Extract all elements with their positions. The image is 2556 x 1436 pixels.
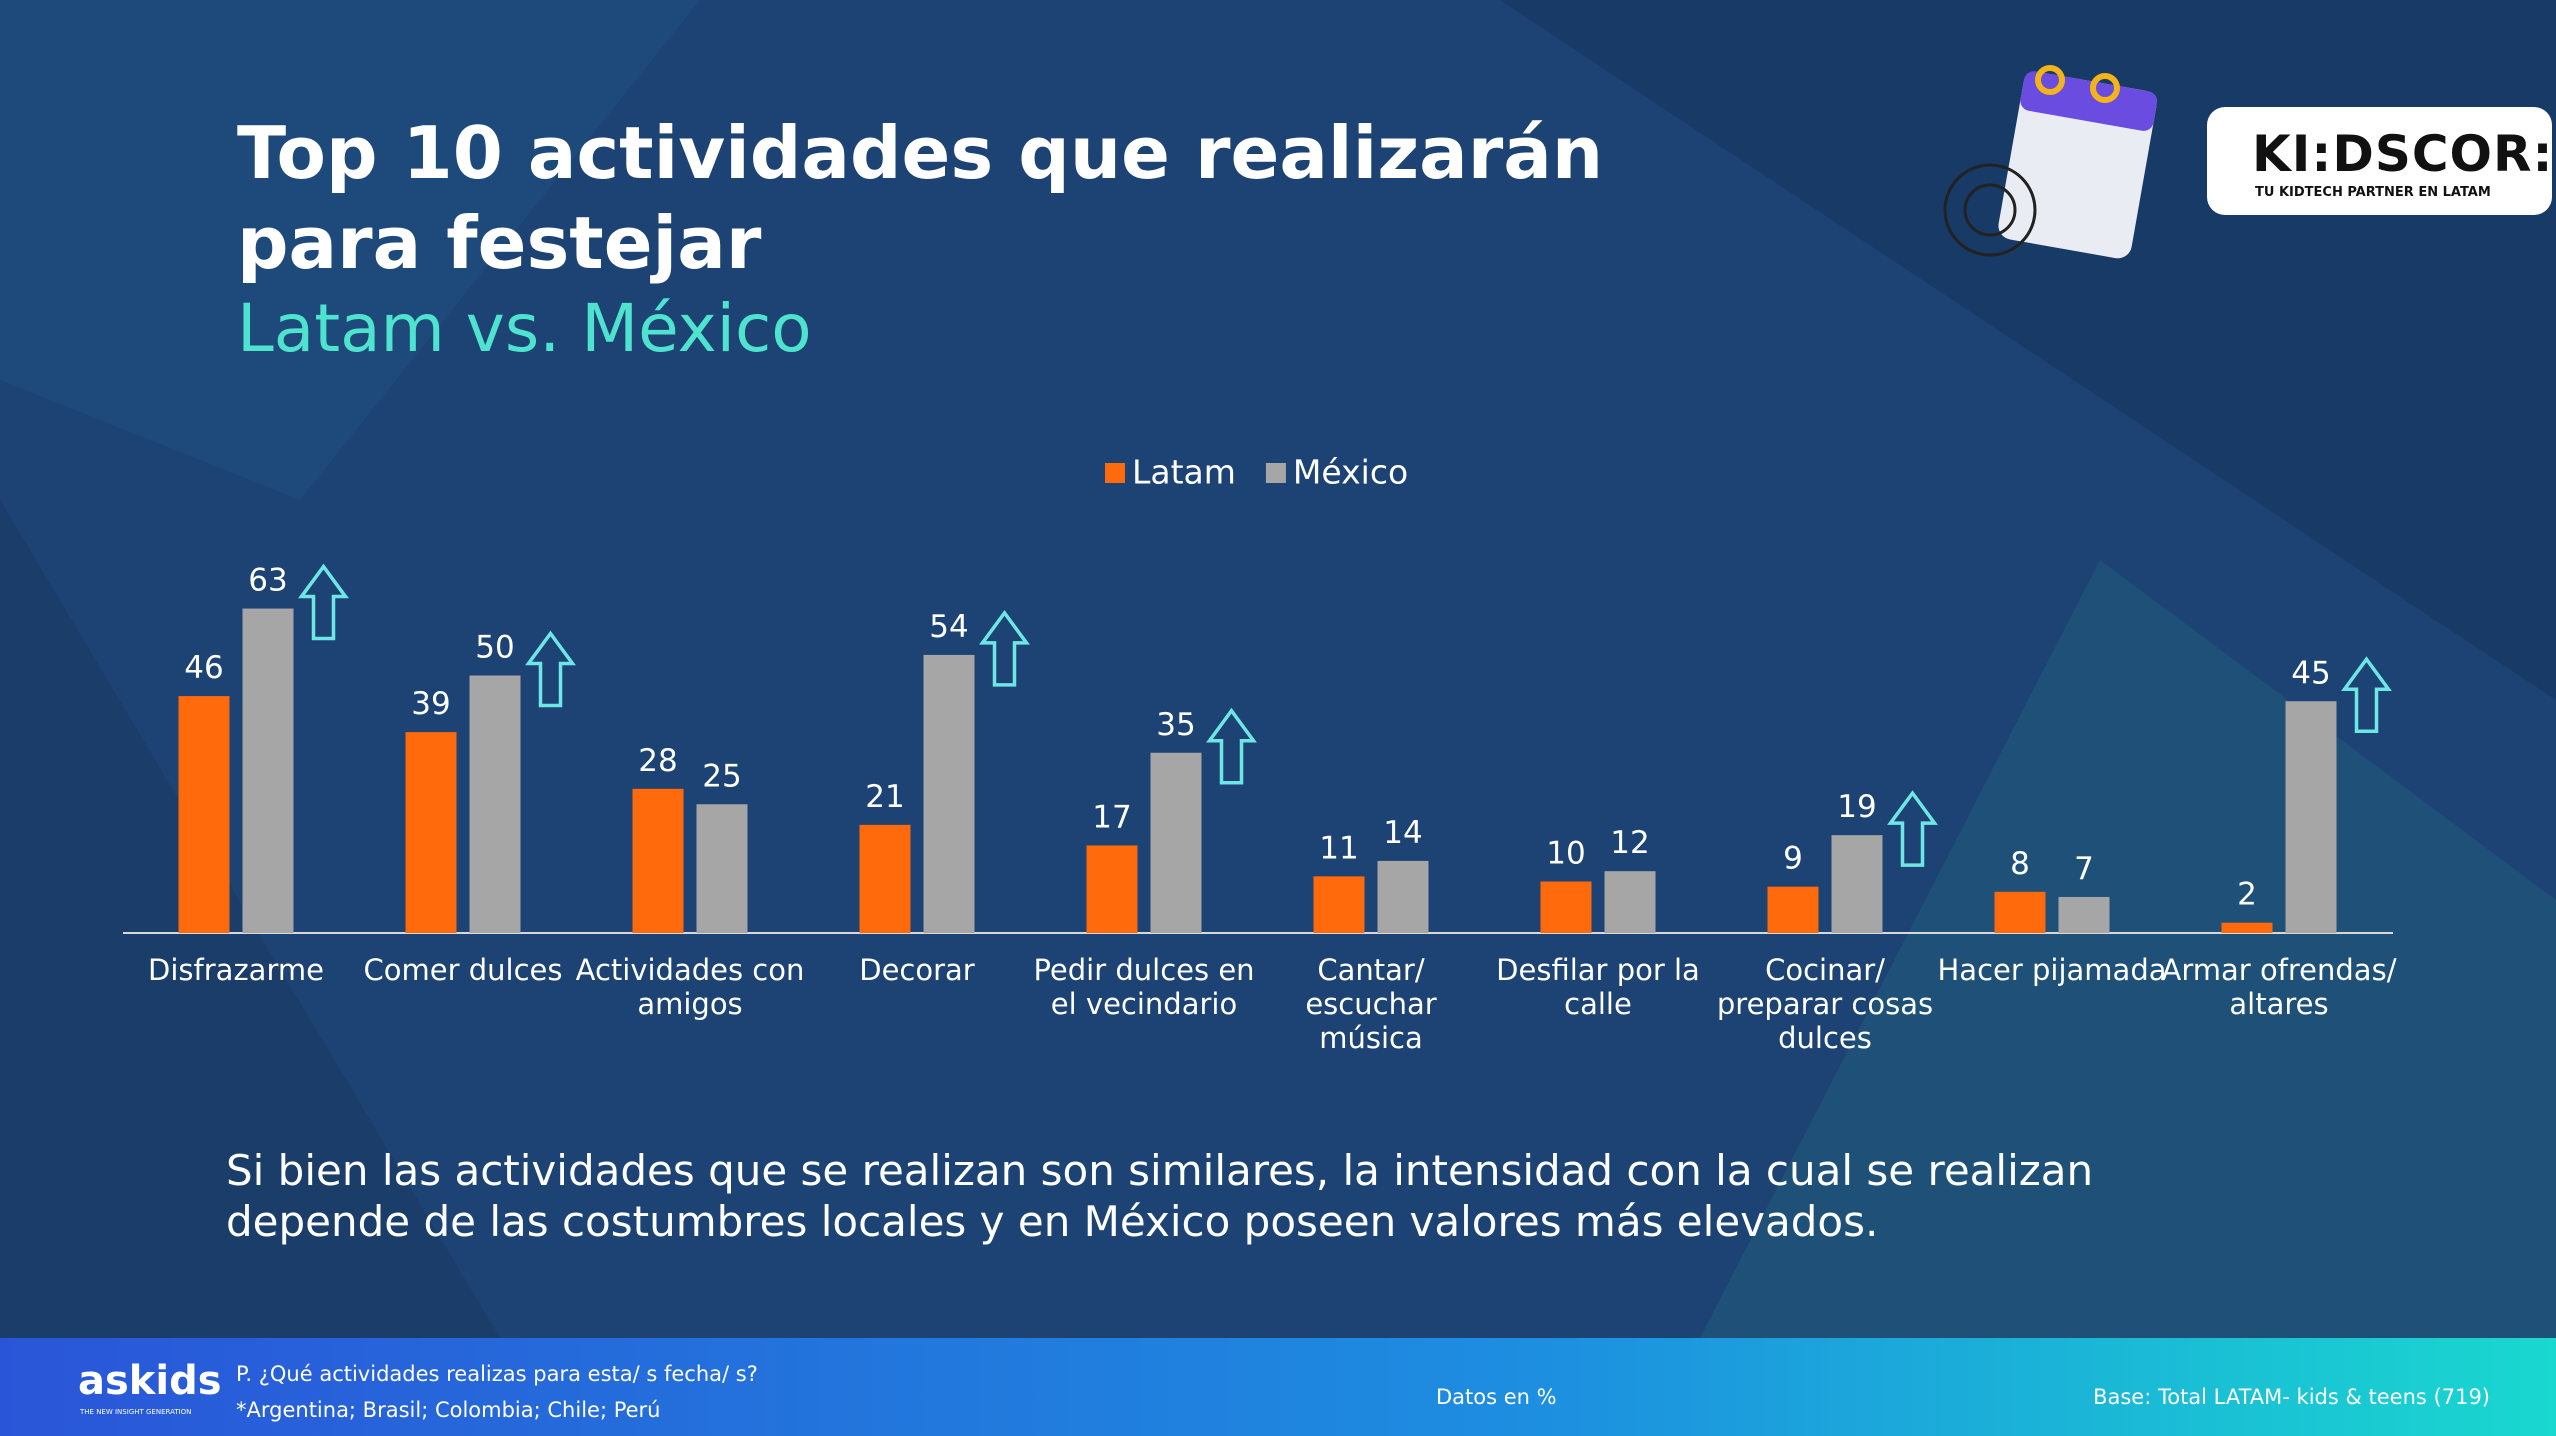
bar — [859, 824, 911, 933]
bar — [696, 804, 748, 933]
x-tick-label: Cocinar/ preparar cosas dulces — [1716, 953, 1934, 1055]
logo-tagline: TU KIDTECH PARTNER EN LATAM — [2255, 185, 2491, 200]
bar — [405, 732, 457, 933]
bar — [1377, 860, 1429, 933]
value-label: 35 — [1156, 707, 1195, 743]
value-label: 45 — [2291, 655, 2330, 691]
bar — [923, 654, 975, 933]
x-tick-label: Desfilar por la calle — [1496, 953, 1700, 1021]
logo: KI:DSCOR:P TU KIDTECH PARTNER EN LATAM — [2207, 107, 2556, 215]
x-tick-label: Cantar/ escuchar música — [1305, 953, 1437, 1055]
brand: askids — [78, 1358, 222, 1404]
value-label: 28 — [638, 743, 677, 779]
bar — [242, 608, 294, 933]
bar — [1831, 835, 1883, 933]
highlight-arrow — [298, 563, 349, 641]
bar — [178, 696, 230, 933]
value-label: 39 — [411, 686, 450, 722]
value-label: 21 — [865, 779, 904, 815]
value-label: 54 — [929, 609, 968, 645]
x-tick-label: Hacer pijamada — [1937, 953, 2167, 987]
bar — [1086, 845, 1138, 933]
legend-item: Latam — [1105, 453, 1236, 492]
x-tick-label: Armar ofrendas/ altares — [2161, 953, 2397, 1021]
bar — [1150, 752, 1202, 933]
chart-title: Top 10 actividades que realizarán para f… — [237, 111, 1604, 285]
value-label: 17 — [1092, 799, 1131, 835]
units-note: Datos en % — [1436, 1385, 1557, 1409]
value-label: 63 — [248, 563, 287, 599]
bar — [2221, 922, 2273, 933]
base-note: Base: Total LATAM- kids & teens (719) — [2093, 1385, 2490, 1409]
highlight-arrow — [1206, 707, 1257, 785]
value-label: 12 — [1610, 825, 1649, 861]
value-label: 2 — [2237, 877, 2257, 913]
x-tick-label: Actividades con amigos — [575, 953, 805, 1021]
highlight-arrow — [2341, 656, 2392, 733]
value-label: 19 — [1837, 789, 1876, 825]
bar — [2058, 896, 2110, 933]
bar — [1767, 886, 1819, 933]
x-tick-label: Disfrazarme — [148, 953, 324, 987]
legend-swatch — [1265, 463, 1286, 483]
bar — [1604, 871, 1656, 933]
highlight-arrow — [525, 630, 576, 708]
x-tick-label: Pedir dulces en el vecindario — [1033, 953, 1255, 1021]
countries: *Argentina; Brasil; Colombia; Chile; Per… — [236, 1398, 661, 1422]
bar — [2285, 701, 2337, 933]
bar — [632, 788, 684, 933]
highlight-arrow — [979, 609, 1030, 687]
footer: askids THE NEW INSIGHT GENERATION P. ¿Qu… — [0, 1338, 2556, 1436]
value-label: 11 — [1319, 830, 1358, 866]
value-label: 9 — [1783, 841, 1803, 877]
bar — [1540, 881, 1592, 933]
brand-tagline: THE NEW INSIGHT GENERATION — [80, 1408, 192, 1416]
legend-item: México — [1265, 453, 1408, 492]
highlight-arrow — [1887, 790, 1938, 867]
value-label: 50 — [475, 630, 514, 666]
bar — [1994, 891, 2046, 933]
value-label: 10 — [1546, 836, 1585, 872]
note: Si bien las actividades que se realizan … — [226, 1146, 2094, 1246]
bar — [469, 675, 521, 933]
value-label: 25 — [702, 758, 741, 794]
logo-name: KI:DSCOR:P — [2252, 125, 2556, 183]
calendar-icon — [1943, 65, 2158, 259]
value-label: 7 — [2074, 851, 2094, 887]
chart-subtitle: Latam vs. México — [237, 290, 812, 367]
value-label: 46 — [184, 650, 223, 686]
question: P. ¿Qué actividades realizas para esta/ … — [236, 1362, 758, 1386]
legend-label: México — [1293, 453, 1408, 492]
bar — [1313, 876, 1365, 933]
legend-label: Latam — [1132, 453, 1236, 492]
value-label: 14 — [1383, 815, 1422, 851]
x-tick-label: Comer dulces — [363, 953, 563, 987]
value-label: 8 — [2010, 846, 2030, 882]
legend-swatch — [1105, 463, 1125, 483]
x-tick-label: Decorar — [859, 953, 975, 987]
